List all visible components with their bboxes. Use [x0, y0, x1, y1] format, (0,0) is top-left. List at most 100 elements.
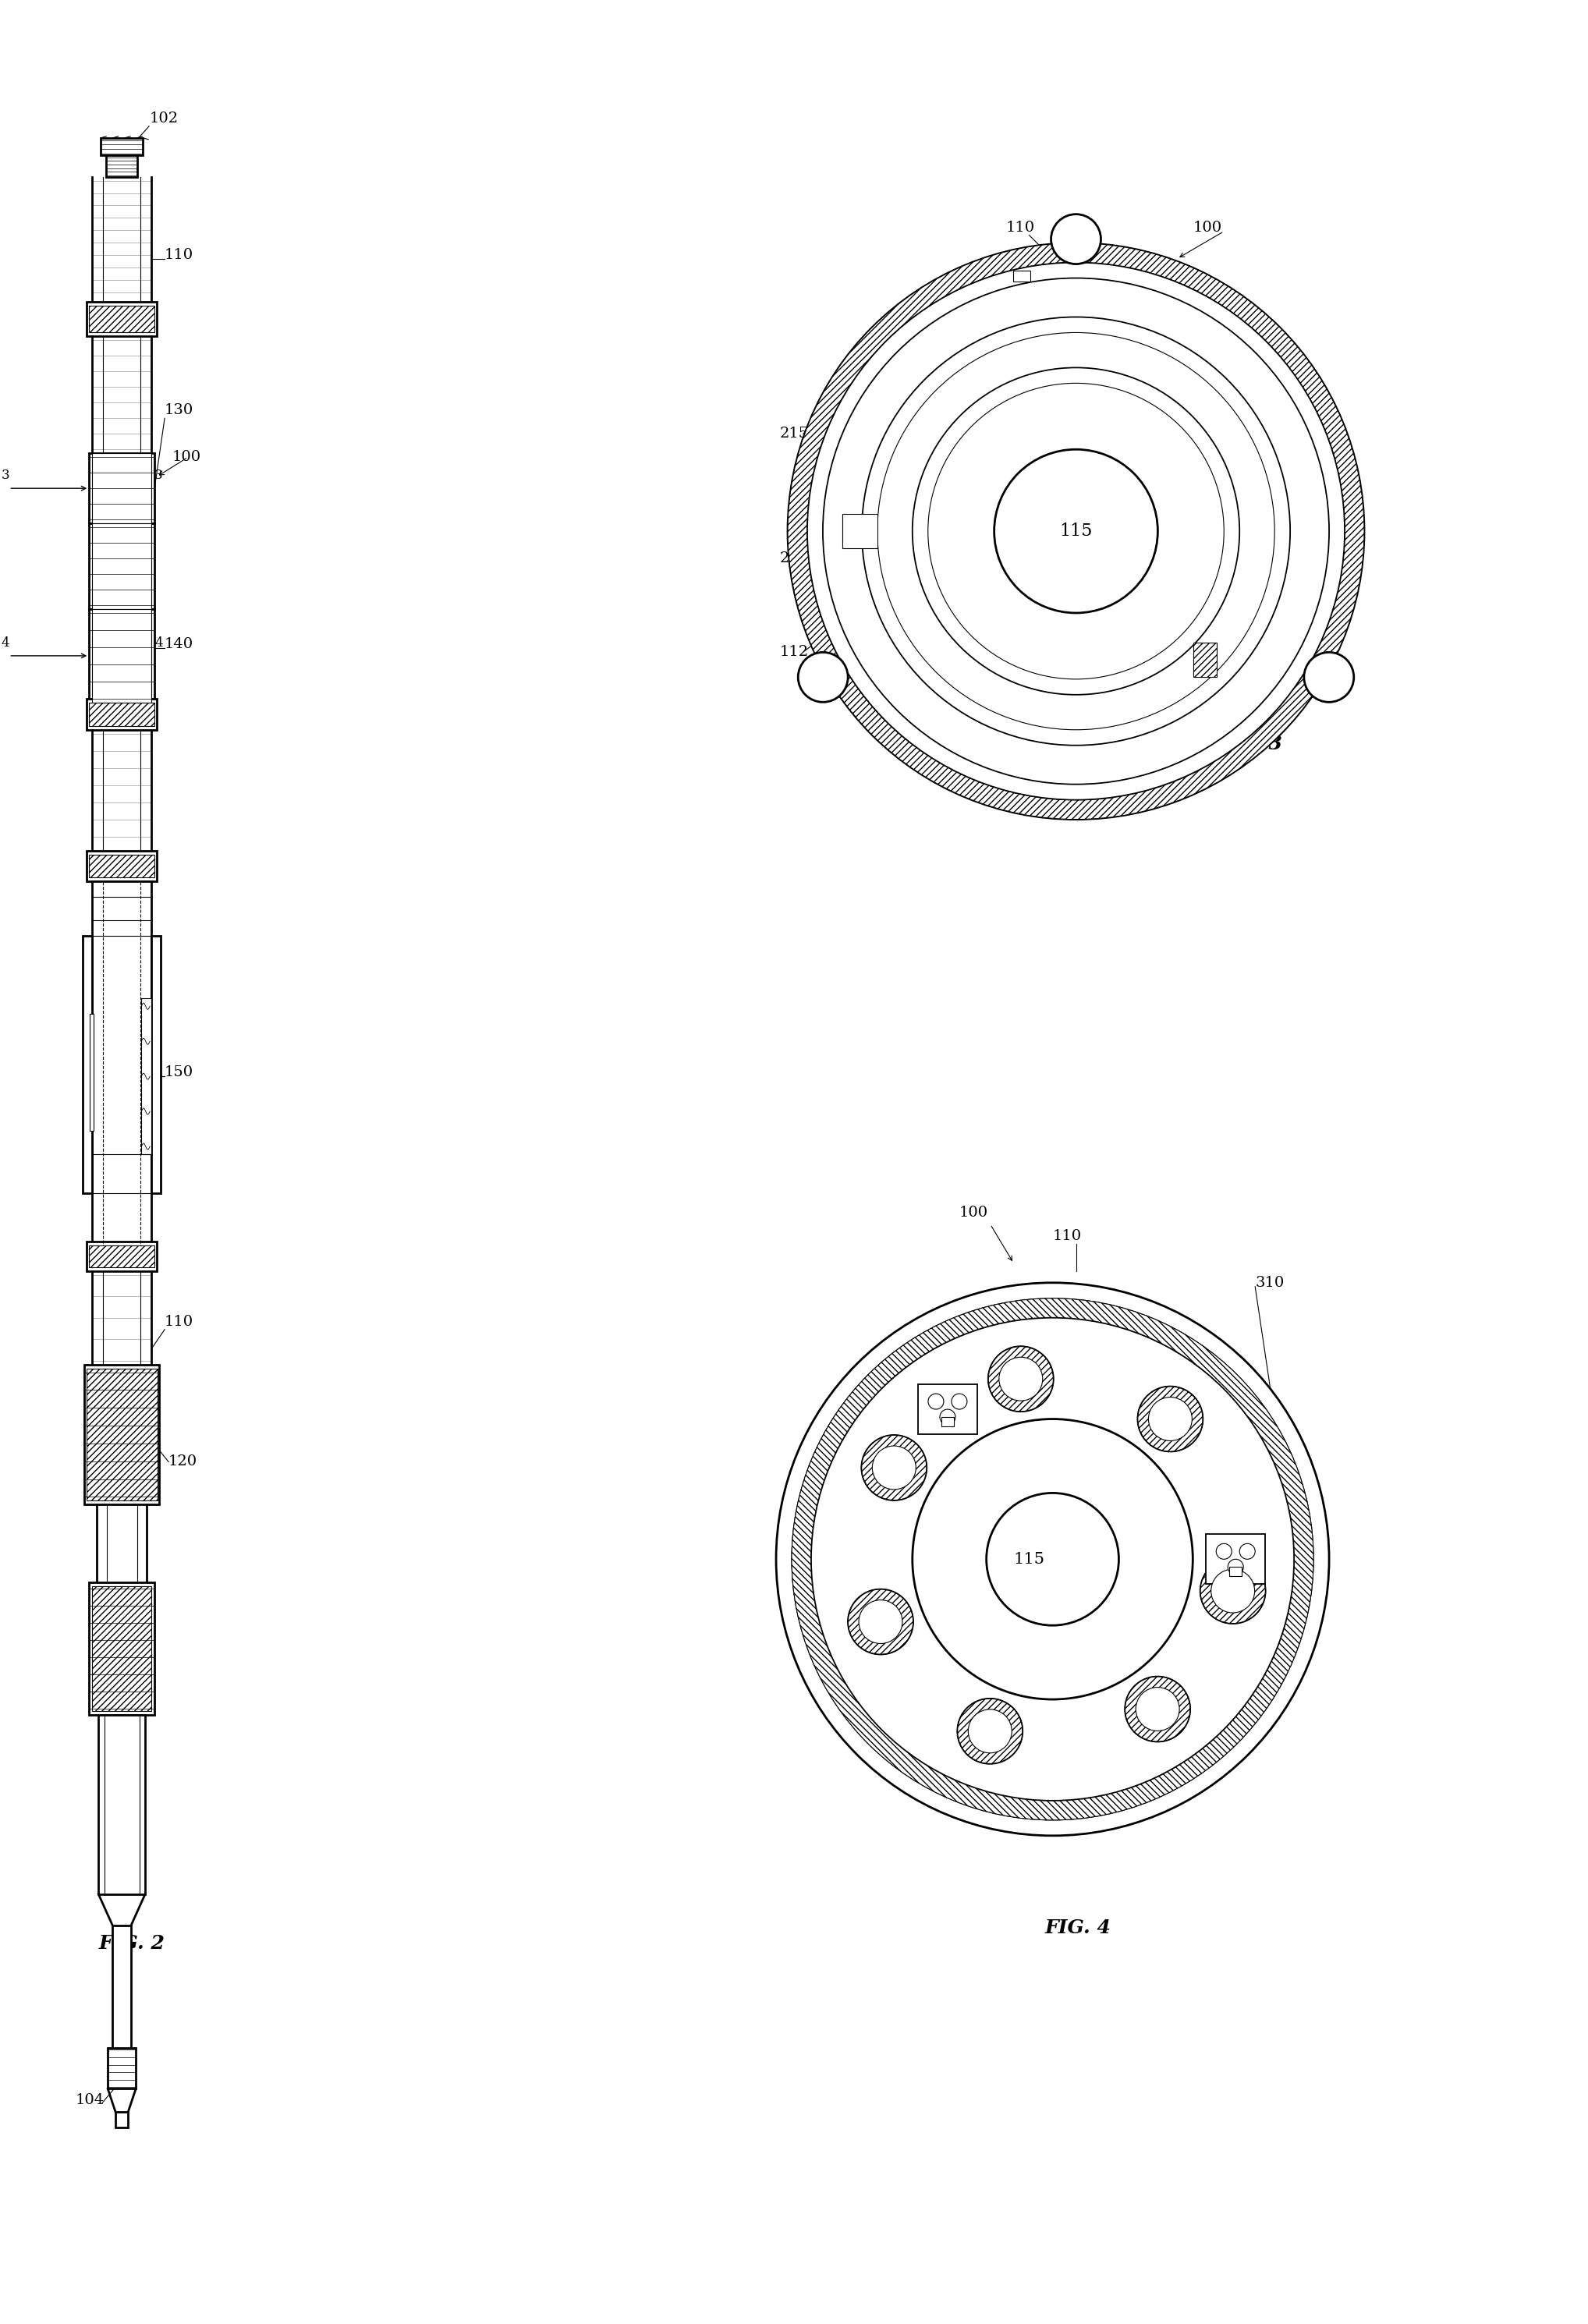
Circle shape [940, 1408, 956, 1425]
Bar [83, 937, 92, 1192]
Circle shape [861, 1434, 927, 1501]
Bar [92, 609, 151, 702]
Text: 112: 112 [780, 644, 808, 660]
Bar [92, 523, 151, 609]
Bar [87, 1241, 157, 1271]
Bar [1013, 272, 1031, 281]
Bar [89, 304, 154, 332]
Bar [87, 700, 157, 730]
Circle shape [1216, 1543, 1232, 1559]
Text: 102: 102 [149, 112, 178, 125]
Text: 140: 140 [165, 637, 194, 651]
Bar [89, 1246, 154, 1267]
Text: 215: 215 [1270, 458, 1299, 472]
Text: 310: 310 [1255, 1276, 1285, 1290]
Circle shape [799, 653, 848, 702]
Bar [113, 1924, 132, 2050]
Text: 100: 100 [173, 451, 202, 465]
Circle shape [988, 1346, 1053, 1411]
Bar [92, 881, 151, 1248]
Bar [1193, 644, 1216, 676]
Bar [89, 702, 154, 725]
Circle shape [823, 279, 1329, 783]
Circle shape [788, 244, 1364, 820]
Circle shape [994, 449, 1158, 614]
Bar [92, 453, 151, 523]
Bar [89, 453, 154, 523]
Circle shape [1124, 1676, 1191, 1741]
Text: FIG. 4: FIG. 4 [1045, 1917, 1112, 1936]
Text: 130: 130 [165, 404, 194, 418]
Bar [87, 851, 157, 881]
Circle shape [792, 1299, 1313, 1820]
Bar [942, 1418, 954, 1427]
Bar [91, 1013, 94, 1132]
Text: 104: 104 [75, 2094, 105, 2108]
Circle shape [1240, 1543, 1255, 1559]
Bar [89, 855, 154, 878]
Bar [98, 1715, 145, 1894]
Bar [92, 1587, 151, 1710]
Text: 110: 110 [1053, 1229, 1081, 1243]
Circle shape [951, 1394, 967, 1408]
Circle shape [927, 1394, 943, 1408]
Circle shape [1051, 214, 1100, 265]
Bar [918, 1385, 977, 1434]
Circle shape [877, 332, 1275, 730]
Bar [116, 2113, 129, 2129]
Text: FIG. 3: FIG. 3 [1216, 734, 1283, 753]
Text: 110: 110 [165, 249, 194, 263]
Text: 117: 117 [1193, 676, 1221, 690]
Text: 120: 120 [168, 1455, 197, 1469]
Bar [89, 1583, 154, 1715]
Text: 110: 110 [1005, 221, 1035, 235]
Circle shape [986, 1492, 1120, 1624]
Circle shape [913, 367, 1240, 695]
Bar [141, 999, 151, 1155]
Text: 215: 215 [1037, 769, 1066, 783]
Circle shape [1148, 1397, 1193, 1441]
Text: 215: 215 [780, 428, 808, 442]
Bar [842, 514, 877, 548]
Circle shape [872, 1446, 916, 1490]
Circle shape [862, 316, 1289, 746]
Circle shape [848, 1590, 913, 1655]
Text: 3: 3 [2, 469, 10, 481]
Circle shape [1304, 653, 1355, 702]
Circle shape [927, 383, 1224, 679]
Bar [100, 137, 143, 156]
Bar [108, 2047, 137, 2089]
Text: 4: 4 [154, 637, 164, 648]
Bar [1205, 1534, 1266, 1585]
Text: 115: 115 [1013, 1552, 1045, 1566]
Circle shape [958, 1699, 1023, 1764]
Bar [106, 156, 138, 177]
Bar [87, 302, 157, 337]
Circle shape [1137, 1387, 1204, 1452]
Text: FIG. 2: FIG. 2 [98, 1934, 165, 1952]
Bar [84, 1364, 159, 1504]
Text: 110: 110 [165, 1315, 194, 1329]
Text: 3: 3 [154, 469, 164, 481]
Circle shape [999, 1357, 1043, 1401]
Bar [151, 937, 160, 1192]
Text: 210: 210 [780, 551, 808, 565]
Text: 150: 150 [165, 1064, 194, 1078]
Text: 4: 4 [2, 637, 10, 648]
Circle shape [1135, 1687, 1180, 1731]
Circle shape [811, 1318, 1294, 1801]
Text: 100: 100 [1193, 221, 1221, 235]
Bar [89, 523, 154, 609]
Bar [1229, 1566, 1242, 1576]
Bar [89, 609, 154, 702]
Bar [86, 1369, 157, 1501]
Circle shape [1212, 1569, 1255, 1613]
Circle shape [859, 1599, 902, 1643]
Text: 115: 115 [1059, 523, 1093, 539]
Circle shape [913, 1420, 1193, 1699]
Circle shape [1201, 1559, 1266, 1624]
Circle shape [1228, 1559, 1243, 1576]
Text: 100: 100 [959, 1206, 988, 1220]
Circle shape [969, 1710, 1012, 1752]
Circle shape [777, 1283, 1329, 1836]
